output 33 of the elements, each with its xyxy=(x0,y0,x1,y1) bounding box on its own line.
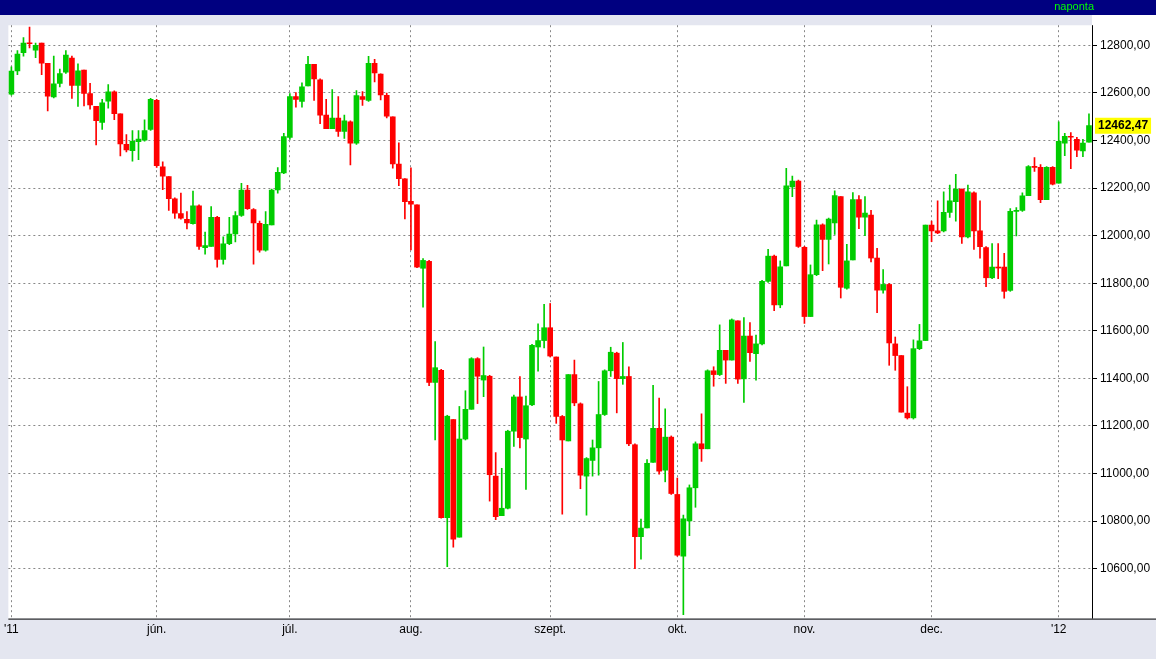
y-tick-label: 11000,00 xyxy=(1100,465,1150,480)
text: 12462,47 xyxy=(1098,118,1149,133)
x-tick-label: júl. xyxy=(281,622,298,637)
x-tick-label: '12 xyxy=(1050,622,1067,637)
x-tick-label: szept. xyxy=(534,622,567,637)
x-tick-label: jún. xyxy=(145,622,167,637)
candlestick xyxy=(293,92,299,108)
chart-subtitle: naponta xyxy=(1054,0,1094,12)
candlestick xyxy=(184,211,190,230)
y-tick-label: 12000,00 xyxy=(1100,228,1151,242)
candlestick xyxy=(753,334,759,381)
y-tick-label: 12800,00 xyxy=(1100,37,1151,52)
y-tick-label: 12600,00 xyxy=(1100,85,1151,100)
x-tick-label: dec. xyxy=(920,622,943,637)
y-tick-label: 11400,00 xyxy=(1100,370,1150,385)
candlestick xyxy=(432,341,438,441)
x-tick-label: '11 xyxy=(4,622,20,637)
x-tick-label: aug. xyxy=(399,622,423,637)
candlestick xyxy=(880,269,886,294)
y-tick-label: 12400,00 xyxy=(1100,132,1151,147)
x-tick-label: nov. xyxy=(793,622,816,637)
candlestick xyxy=(178,192,184,220)
y-tick-label: 11600,00 xyxy=(1100,323,1150,338)
candlestick xyxy=(638,518,644,560)
y-tick-label: 10600,00 xyxy=(1100,560,1151,575)
x-tick-label: okt. xyxy=(667,622,687,637)
y-tick-label: 11800,00 xyxy=(1100,275,1150,290)
y-tick-label: 12200,00 xyxy=(1100,180,1151,195)
candlestick xyxy=(420,258,426,308)
candlestick xyxy=(619,342,626,385)
candlestick xyxy=(1067,132,1074,169)
y-tick-label: 11200,00 xyxy=(1100,418,1150,433)
y-tick-label: 10800,00 xyxy=(1100,513,1151,528)
